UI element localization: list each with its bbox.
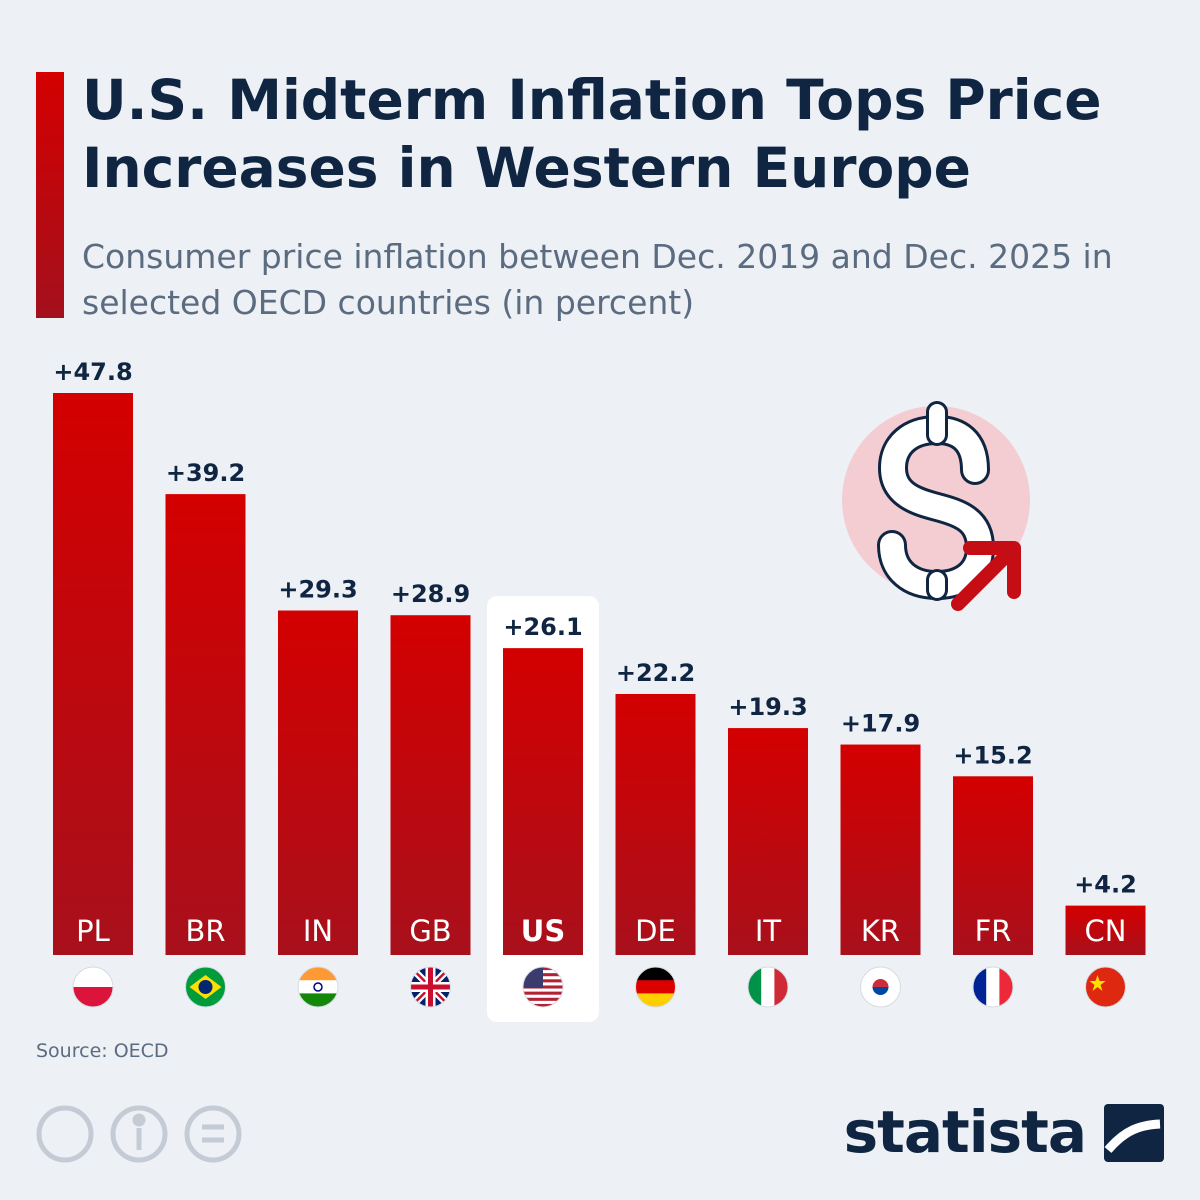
logo-mark	[1104, 1104, 1164, 1162]
bar	[503, 648, 583, 955]
flag	[973, 967, 1013, 1007]
flag	[523, 967, 563, 1007]
flag	[748, 967, 788, 1007]
category-label: PL	[76, 914, 110, 948]
category-label: FR	[975, 914, 1012, 948]
flag-part	[872, 987, 889, 995]
bar	[953, 776, 1033, 955]
flag-outline	[297, 966, 339, 1008]
title-accent	[36, 72, 64, 318]
chart-subtitle: Consumer price inflation between Dec. 20…	[82, 237, 1113, 322]
logo: statista	[843, 1098, 1087, 1166]
category-label: CN	[1085, 914, 1127, 948]
flag-part	[523, 1003, 563, 1007]
flag-part	[973, 967, 987, 1007]
flag-part	[635, 993, 676, 1007]
flag-part	[73, 987, 113, 1007]
flag-part	[298, 993, 338, 1007]
flag-outline	[860, 966, 901, 1008]
flag-part	[313, 982, 323, 992]
flag-part	[999, 967, 1013, 1007]
chart-title: U.S. Midterm Inflation Tops Price Increa…	[82, 68, 1102, 200]
flag-part	[1085, 967, 1126, 1007]
flag-outline	[1085, 966, 1126, 1008]
value-label: +47.8	[53, 358, 132, 386]
flag-part	[748, 967, 762, 1007]
flag-part	[872, 979, 889, 987]
flag-outline	[410, 966, 451, 1008]
bar	[840, 744, 921, 955]
flag-part	[635, 980, 676, 994]
value-label: +15.2	[953, 741, 1032, 769]
flag	[298, 967, 338, 1007]
flag-part	[761, 967, 775, 1007]
bar	[1065, 905, 1146, 955]
category-label: US	[521, 914, 565, 948]
flag-part	[523, 991, 563, 995]
flag-part	[298, 980, 338, 994]
flag	[410, 967, 451, 1007]
flag-part	[198, 980, 213, 994]
flag	[635, 967, 676, 1007]
flag	[1085, 967, 1126, 1007]
category-label: DE	[635, 914, 676, 948]
flag-part	[523, 997, 563, 1001]
flag-outline	[522, 966, 564, 1008]
flag-outline	[635, 966, 676, 1008]
bar	[728, 728, 808, 955]
dollar-icon	[842, 401, 1030, 611]
category-label: GB	[409, 914, 451, 948]
value-label: +22.2	[616, 659, 695, 687]
bar	[390, 615, 471, 955]
flag-part	[73, 967, 113, 987]
value-label: +39.2	[166, 459, 245, 487]
flag-part	[635, 967, 676, 981]
bar	[278, 610, 358, 955]
bar	[53, 393, 133, 955]
source: Source: OECD	[36, 1040, 169, 1062]
flag	[860, 967, 901, 1007]
flag-outline	[972, 966, 1014, 1008]
value-label: +17.9	[841, 710, 920, 738]
flag-outline	[72, 966, 114, 1008]
flag	[73, 967, 113, 1007]
flag-outline	[185, 966, 226, 1008]
value-label: +28.9	[391, 580, 470, 608]
flag-outline	[747, 966, 789, 1008]
flag-part	[410, 967, 451, 1007]
bar	[165, 494, 246, 955]
bar	[615, 693, 696, 955]
license-icons	[36, 1105, 242, 1163]
value-label: +26.1	[503, 613, 582, 641]
category-label: IT	[755, 914, 782, 948]
value-label: +4.2	[1074, 871, 1137, 899]
flag-part	[986, 967, 1000, 1007]
category-label: KR	[861, 914, 900, 948]
value-label: +29.3	[278, 576, 357, 604]
flag-part	[774, 967, 788, 1007]
flag-part	[1089, 975, 1106, 991]
value-label: +19.3	[728, 693, 807, 721]
flag-part	[298, 967, 338, 981]
flag	[185, 967, 226, 1007]
category-label: IN	[303, 914, 333, 948]
category-label: BR	[185, 914, 225, 948]
